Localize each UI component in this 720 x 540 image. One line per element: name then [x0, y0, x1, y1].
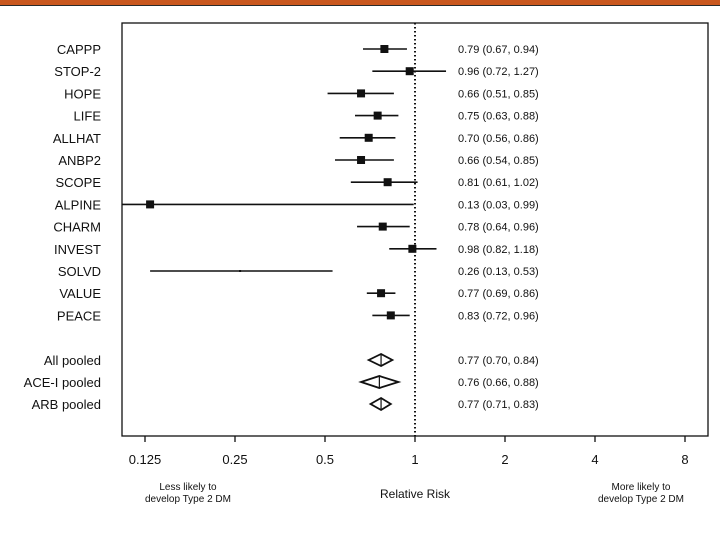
study-row: ALLHAT 0.70 (0.56, 0.86) — [53, 131, 539, 146]
ci-label: 0.83 (0.72, 0.96) — [458, 310, 539, 322]
pooled-row: ACE-I pooled 0.76 (0.66, 0.88) — [24, 375, 539, 390]
pooled-row: All pooled 0.77 (0.70, 0.84) — [44, 352, 539, 368]
ci-label: 0.96 (0.72, 1.27) — [458, 66, 539, 78]
study-row: SOLVD 0.26 (0.13, 0.53) — [58, 264, 539, 279]
ci-label: 0.78 (0.64, 0.96) — [458, 222, 539, 234]
right-note: More likely to develop Type 2 DM — [598, 482, 684, 505]
ci-label: 0.81 (0.61, 1.02) — [458, 177, 539, 189]
study-label: CHARM — [53, 220, 101, 235]
study-row: STOP-2 0.96 (0.72, 1.27) — [54, 64, 538, 79]
plot-frame — [121, 22, 709, 437]
study-label: INVEST — [54, 242, 101, 257]
ci-label: 0.77 (0.71, 0.83) — [458, 399, 539, 411]
study-row: HOPE 0.66 (0.51, 0.85) — [64, 86, 539, 101]
point-estimate — [357, 89, 366, 98]
ci-label: 0.98 (0.82, 1.18) — [458, 244, 539, 256]
study-label: LIFE — [74, 109, 102, 124]
study-row: CAPPP 0.79 (0.67, 0.94) — [57, 42, 539, 57]
ci-label: 0.77 (0.69, 0.86) — [458, 288, 539, 300]
ci-label: 0.13 (0.03, 0.99) — [458, 199, 539, 211]
point-estimate — [380, 45, 389, 53]
study-label: ANBP2 — [58, 153, 101, 168]
study-label: STOP-2 — [54, 64, 101, 79]
ci-label: 0.75 (0.63, 0.88) — [458, 111, 539, 123]
x-tick-label: 4 — [591, 452, 598, 467]
study-row: INVEST 0.98 (0.82, 1.18) — [54, 242, 539, 257]
ci-label: 0.70 (0.56, 0.86) — [458, 133, 539, 145]
point-estimate — [146, 200, 155, 209]
x-tick-label: 0.25 — [222, 452, 247, 467]
pooled-label: All pooled — [44, 353, 101, 368]
ci-label: 0.66 (0.54, 0.85) — [458, 155, 539, 167]
study-row: PEACE 0.83 (0.72, 0.96) — [57, 308, 539, 323]
study-row: ALPINE 0.13 (0.03, 0.99) — [55, 197, 539, 212]
point-estimate — [408, 244, 417, 253]
point-estimate — [373, 111, 382, 120]
study-label: VALUE — [59, 286, 101, 301]
pooled-row: ARB pooled 0.77 (0.71, 0.83) — [32, 396, 539, 412]
ci-label: 0.66 (0.51, 0.85) — [458, 88, 539, 100]
study-label: CAPPP — [57, 42, 101, 57]
point-estimate — [378, 222, 387, 231]
header-accent-stripe — [0, 0, 720, 5]
point-estimate — [377, 289, 386, 298]
study-label: HOPE — [64, 86, 101, 101]
study-label: SOLVD — [58, 264, 101, 279]
study-row: VALUE 0.77 (0.69, 0.86) — [59, 286, 538, 301]
x-tick-label: 0.125 — [129, 452, 162, 467]
point-estimate — [357, 156, 366, 164]
study-label: ALPINE — [55, 197, 102, 212]
study-row: SCOPE 0.81 (0.61, 1.02) — [55, 175, 538, 190]
ci-label: 0.77 (0.70, 0.84) — [458, 355, 539, 367]
point-estimate — [383, 178, 392, 187]
x-axis-title: Relative Risk — [380, 487, 451, 501]
study-label: SCOPE — [55, 175, 101, 190]
study-row: CHARM 0.78 (0.64, 0.96) — [53, 220, 538, 235]
header-rule — [0, 5, 720, 6]
study-row: ANBP2 0.66 (0.54, 0.85) — [58, 153, 538, 168]
point-estimate — [386, 311, 395, 320]
ci-label: 0.79 (0.67, 0.94) — [458, 44, 539, 56]
x-tick-label: 0.5 — [316, 452, 334, 467]
x-tick-label: 8 — [681, 452, 688, 467]
pooled-label: ACE-I pooled — [24, 375, 101, 390]
left-note: Less likely to develop Type 2 DM — [145, 482, 231, 505]
point-estimate — [364, 133, 373, 142]
point-estimate — [405, 67, 414, 76]
ci-label: 0.26 (0.13, 0.53) — [458, 266, 539, 278]
point-estimate — [239, 270, 242, 272]
x-tick-label: 1 — [411, 452, 418, 467]
x-tick-label: 2 — [501, 452, 508, 467]
pooled-label: ARB pooled — [32, 397, 101, 412]
study-label: ALLHAT — [53, 131, 101, 146]
study-label: PEACE — [57, 308, 101, 323]
ci-label: 0.76 (0.66, 0.88) — [458, 377, 539, 389]
study-row: LIFE 0.75 (0.63, 0.88) — [74, 109, 539, 124]
